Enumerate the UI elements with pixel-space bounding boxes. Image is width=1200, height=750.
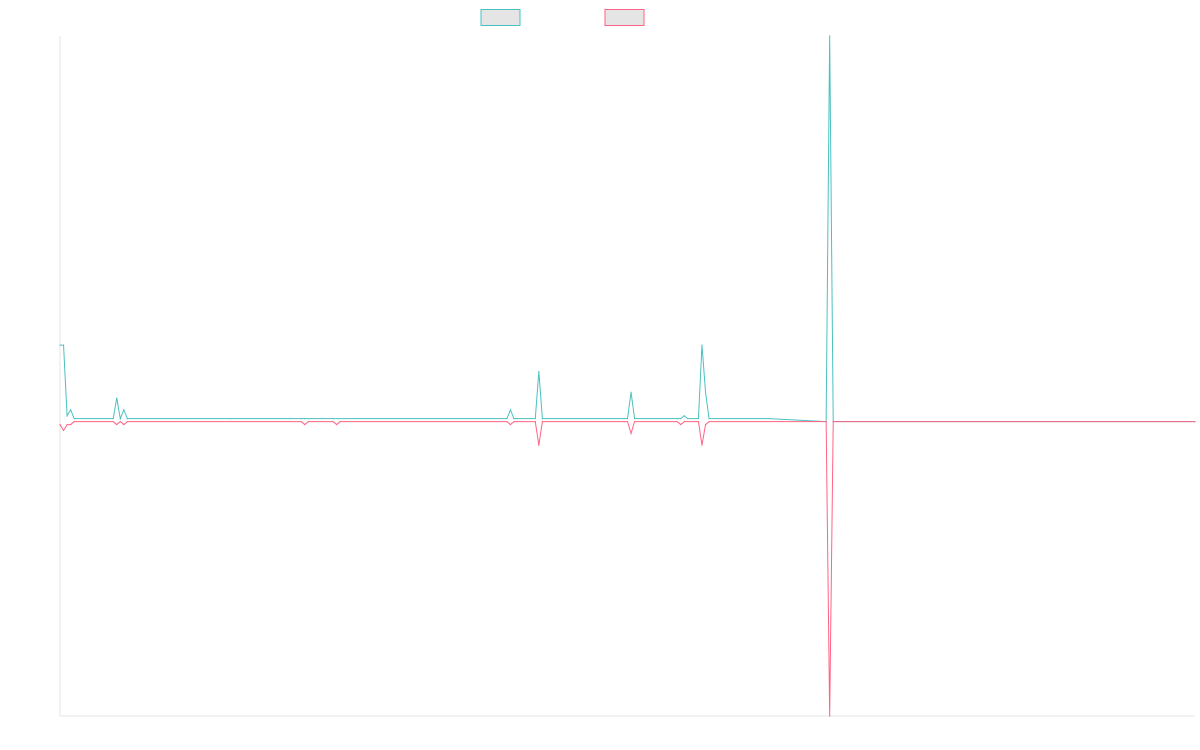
data-point (70, 423, 72, 426)
data-point (680, 418, 682, 420)
data-point (307, 418, 309, 420)
data-point (70, 409, 72, 411)
data-point (623, 418, 625, 420)
data-point (825, 421, 827, 423)
data-point (633, 421, 636, 423)
data-point (701, 444, 703, 446)
data-point (697, 418, 700, 420)
data-point (126, 421, 128, 423)
data-point (112, 421, 114, 423)
data-point (304, 418, 306, 420)
data-point (534, 421, 536, 423)
data-point (676, 418, 678, 420)
series-group (59, 420, 1196, 717)
data-point (509, 409, 512, 411)
data-point (112, 418, 114, 420)
data-point (509, 423, 512, 426)
data-point (623, 421, 625, 423)
data-point (680, 423, 682, 426)
chart-axes (59, 36, 1195, 717)
data-point (119, 421, 121, 423)
series-group (59, 35, 1196, 423)
legend-swatch[interactable] (604, 9, 645, 26)
data-point (116, 423, 118, 426)
data-point (183, 418, 185, 420)
data-point (73, 421, 75, 423)
data-point (701, 344, 703, 346)
data-point (307, 421, 309, 423)
data-point (708, 418, 710, 420)
data-point (832, 421, 834, 423)
data-point (332, 418, 334, 420)
data-point (630, 391, 632, 393)
data-point (633, 418, 636, 420)
data-point (538, 444, 540, 446)
data-point (123, 423, 125, 426)
data-point (59, 344, 61, 346)
data-point (1194, 421, 1196, 423)
data-point (339, 421, 341, 423)
data-point (538, 370, 540, 373)
data-point (768, 418, 770, 420)
series-layer (59, 35, 1196, 717)
data-point (332, 421, 334, 423)
data-point (683, 421, 685, 423)
data-point (630, 432, 632, 434)
data-point (513, 418, 515, 420)
data-point (534, 418, 536, 420)
series-line (60, 35, 1195, 423)
data-point (704, 423, 707, 426)
data-point (59, 423, 61, 426)
data-point (708, 421, 710, 423)
data-point (229, 418, 231, 420)
data-point (300, 421, 302, 423)
data-point (119, 418, 121, 420)
data-point (626, 418, 629, 420)
series-line (59, 420, 1195, 717)
data-point (687, 418, 689, 420)
data-point (66, 415, 68, 417)
data-point (116, 397, 118, 399)
data-point (541, 421, 543, 423)
legend (480, 9, 645, 26)
data-point (506, 421, 508, 423)
data-point (829, 715, 831, 717)
data-point (62, 429, 65, 432)
legend-swatch[interactable] (480, 9, 521, 26)
data-point (697, 421, 700, 423)
data-point (62, 344, 65, 346)
data-point (304, 423, 306, 426)
data-point (626, 421, 629, 423)
data-point (126, 418, 128, 420)
data-point (66, 423, 68, 426)
data-point (541, 418, 543, 420)
data-point (676, 421, 678, 423)
data-point (704, 391, 707, 393)
data-point (513, 421, 515, 423)
data-point (123, 409, 125, 411)
data-point (336, 423, 338, 426)
data-point (300, 418, 302, 420)
data-point (506, 418, 508, 420)
data-point (683, 415, 685, 417)
data-point (829, 35, 831, 37)
data-point (73, 418, 75, 420)
data-point (516, 418, 519, 420)
